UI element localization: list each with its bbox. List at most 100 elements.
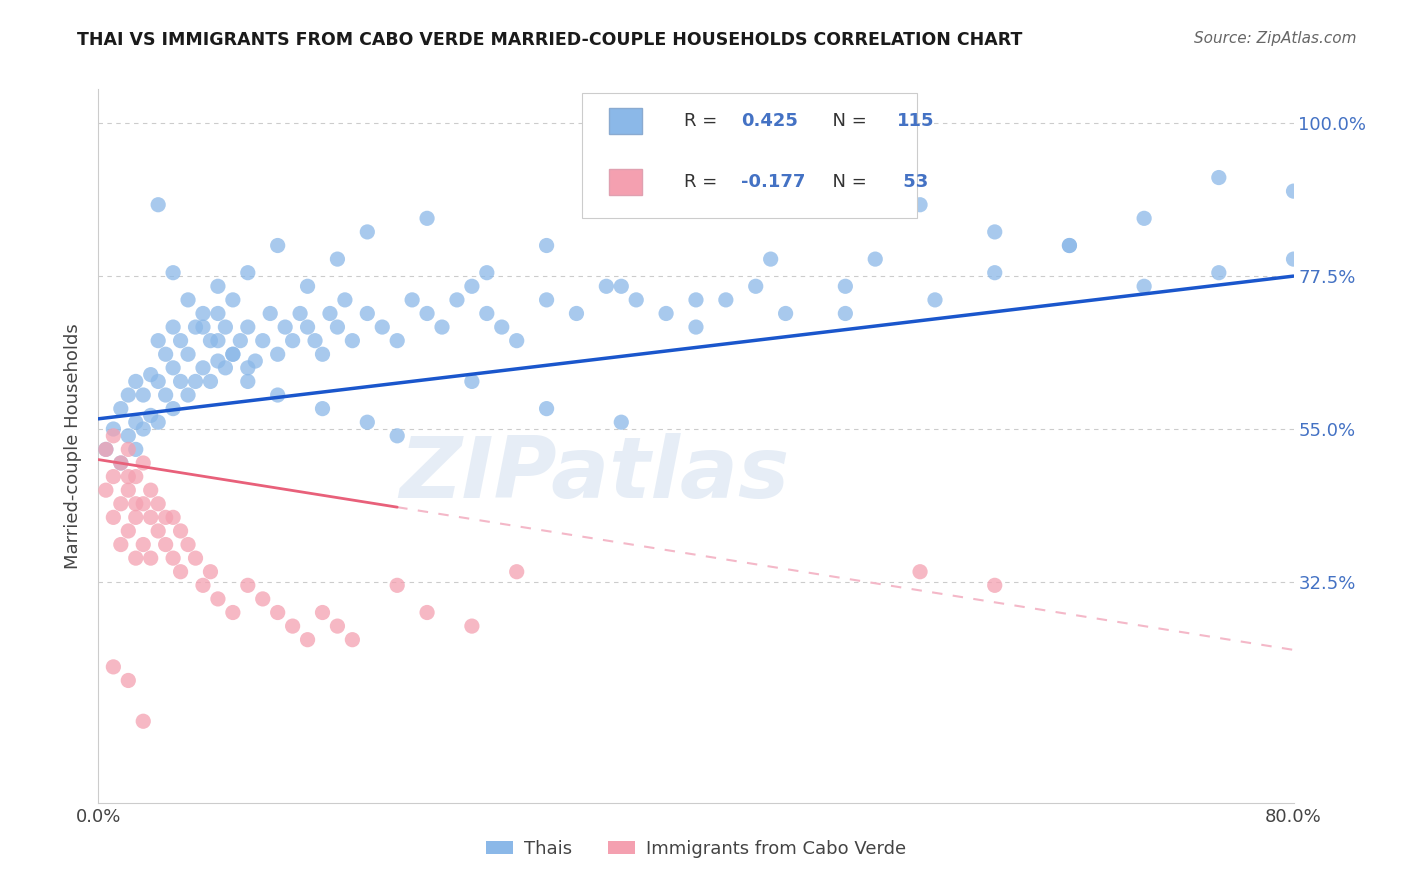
Point: [371, 320, 394, 334]
Point: [103, 660, 125, 674]
Point: [162, 551, 184, 566]
Point: [333, 293, 356, 307]
Point: [125, 415, 148, 429]
Point: [110, 537, 132, 551]
Point: [155, 388, 177, 402]
Point: [461, 279, 484, 293]
Point: [132, 388, 155, 402]
Point: [356, 225, 378, 239]
Point: [103, 422, 125, 436]
Point: [356, 306, 378, 320]
Point: [565, 306, 588, 320]
Point: [319, 306, 342, 320]
Point: [461, 375, 484, 389]
Point: [125, 442, 148, 457]
Point: [132, 537, 155, 551]
Point: [125, 469, 148, 483]
Point: [162, 510, 184, 524]
Point: [252, 334, 274, 348]
Point: [139, 483, 162, 498]
Point: [162, 320, 184, 334]
Point: [1133, 279, 1156, 293]
Point: [1208, 170, 1230, 185]
Point: [342, 632, 364, 647]
Y-axis label: Married-couple Households: Married-couple Households: [65, 323, 83, 569]
Text: 0.425: 0.425: [741, 112, 799, 130]
Point: [184, 375, 207, 389]
Point: [125, 551, 148, 566]
Point: [155, 537, 177, 551]
Point: [311, 401, 333, 416]
Point: [125, 375, 148, 389]
Point: [834, 306, 856, 320]
Point: [177, 293, 200, 307]
Point: [385, 334, 409, 348]
Point: [148, 497, 170, 511]
Point: [177, 537, 200, 551]
Point: [169, 524, 191, 538]
Point: [281, 334, 304, 348]
Text: R =: R =: [685, 173, 723, 191]
Text: 115: 115: [897, 112, 934, 130]
Point: [984, 225, 1007, 239]
Point: [236, 375, 259, 389]
Point: [685, 320, 707, 334]
Text: N =: N =: [821, 112, 873, 130]
Point: [297, 320, 319, 334]
Bar: [609, 169, 643, 194]
Point: [94, 442, 117, 457]
Point: [610, 415, 633, 429]
Point: [117, 483, 139, 498]
Text: -0.177: -0.177: [741, 173, 806, 191]
Point: [155, 347, 177, 361]
Point: [191, 306, 214, 320]
Point: [461, 619, 484, 633]
Point: [236, 320, 259, 334]
Point: [908, 565, 931, 579]
Point: [139, 409, 162, 423]
FancyBboxPatch shape: [582, 93, 917, 218]
Point: [416, 306, 439, 320]
Point: [139, 551, 162, 566]
Point: [401, 293, 423, 307]
Point: [117, 673, 139, 688]
Point: [132, 497, 155, 511]
Text: N =: N =: [821, 173, 873, 191]
Point: [132, 456, 155, 470]
Point: [184, 551, 207, 566]
Point: [132, 714, 155, 729]
Point: [191, 578, 214, 592]
Point: [139, 510, 162, 524]
Point: [155, 510, 177, 524]
Point: [207, 354, 229, 368]
Point: [326, 619, 349, 633]
Point: [103, 510, 125, 524]
Point: [259, 306, 281, 320]
Point: [326, 252, 349, 266]
Point: [117, 524, 139, 538]
Point: [148, 415, 170, 429]
Point: [139, 368, 162, 382]
Legend: Thais, Immigrants from Cabo Verde: Thais, Immigrants from Cabo Verde: [478, 833, 914, 865]
Bar: [609, 108, 643, 134]
Point: [117, 429, 139, 443]
Point: [125, 510, 148, 524]
Point: [207, 279, 229, 293]
Text: 53: 53: [897, 173, 928, 191]
Point: [506, 565, 529, 579]
Point: [200, 334, 222, 348]
Point: [342, 334, 364, 348]
Point: [1059, 238, 1081, 252]
Text: ZIPatlas: ZIPatlas: [399, 433, 790, 516]
Point: [297, 279, 319, 293]
Point: [491, 320, 513, 334]
Point: [103, 429, 125, 443]
Point: [169, 334, 191, 348]
Point: [416, 211, 439, 226]
Point: [775, 306, 797, 320]
Point: [222, 606, 245, 620]
Point: [110, 497, 132, 511]
Point: [1282, 252, 1305, 266]
Point: [214, 360, 236, 375]
Point: [110, 456, 132, 470]
